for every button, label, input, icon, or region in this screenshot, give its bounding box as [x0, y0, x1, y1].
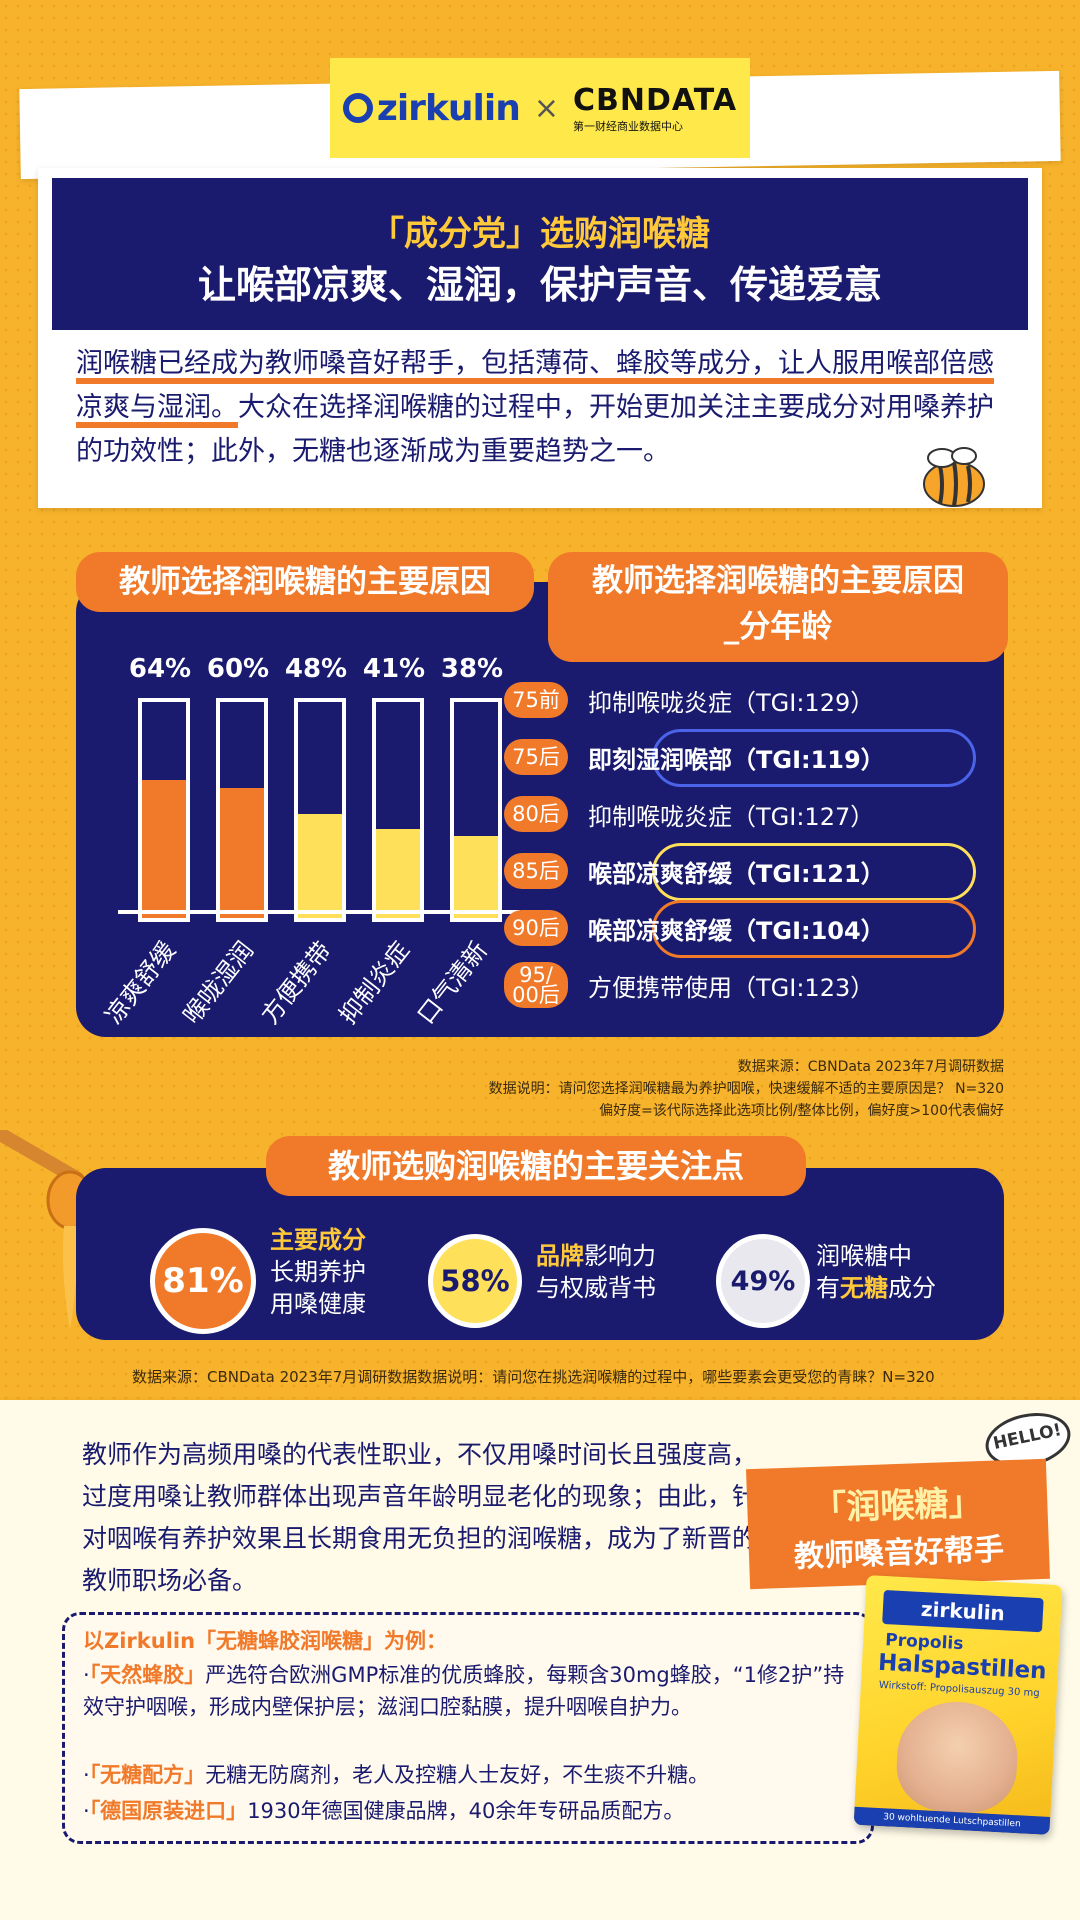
age-pill: 75前: [504, 682, 568, 718]
age-row-text: 喉部凉爽舒缓（TGI:104）: [588, 916, 885, 945]
reasons-heading: 教师选择润喉糖的主要原因: [76, 552, 534, 612]
bar-value-label: 64%: [128, 654, 192, 684]
intro-highlight: 润喉糖已经成为教师嗓音好帮手，包括薄荷、蜂胶等成分，让人服用喉部倍感凉爽与湿润。: [76, 348, 994, 423]
bar-fill: [454, 835, 498, 918]
age-row-text: 抑制喉咙炎症（TGI:127）: [588, 802, 875, 831]
bee-icon: [923, 447, 985, 507]
bar: [372, 698, 424, 922]
logo-box: zirkulin × CBNDATA 第一财经商业数据中心: [330, 58, 750, 158]
zirkulin-logo: zirkulin: [342, 88, 521, 129]
bar: [216, 698, 268, 922]
bar: [294, 698, 346, 922]
age-row-text: 抑制喉咙炎症（TGI:129）: [588, 688, 875, 717]
bar: [138, 698, 190, 922]
focus-item-3: 润喉糖中 有无糖成分: [816, 1242, 936, 1302]
cbndata-logo: CBNDATA 第一财经商业数据中心: [572, 82, 738, 133]
pct-58-circle: 58%: [428, 1234, 522, 1328]
age-row: 75后 即刻湿润喉部（TGI:119）: [504, 737, 885, 777]
example-box: 以Zirkulin「无糖蜂胶润喉糖」为例： ·「天然蜂胶」严选符合欧洲GMP标准…: [62, 1612, 874, 1844]
bar-value-label: 38%: [440, 654, 504, 684]
bar-fill: [142, 779, 186, 918]
age-pill: 80后: [504, 796, 568, 832]
title-line-2: 让喉部凉爽、湿润，保护声音、传递爱意: [197, 263, 882, 307]
age-heading: 教师选择润喉糖的主要原因 _分年龄: [548, 552, 1008, 662]
age-pill: 85后: [504, 853, 568, 889]
bar-fill: [298, 814, 342, 918]
bar-fill: [220, 788, 264, 918]
age-row-text: 即刻湿润喉部（TGI:119）: [588, 745, 885, 774]
pct-49-circle: 49%: [716, 1234, 810, 1328]
highlight-ring: [652, 843, 976, 901]
note1-line2: 数据说明：请问您选择润喉糖最为养护咽喉，快速缓解不适的主要原因是？ N=320: [488, 1081, 1004, 1097]
bar-fill: [376, 829, 420, 918]
intro-text: 润喉糖已经成为教师嗓音好帮手，包括薄荷、蜂胶等成分，让人服用喉部倍感凉爽与湿润。…: [76, 342, 1006, 474]
age-pill: 75后: [504, 739, 568, 775]
age-pill: 95/ 00后: [504, 962, 568, 1008]
zirkulin-mark-icon: [342, 93, 373, 123]
example-item-2: ·「无糖配方」无糖无防腐剂，老人及控糖人士友好，不生痰不升糖。: [83, 1763, 710, 1787]
focus-item-1: 主要成分 长期养护 用嗓健康: [270, 1226, 366, 1318]
note1-line1: 数据来源：CBNData 2023年7月调研数据: [737, 1059, 1004, 1075]
age-row: 80后 抑制喉咙炎症（TGI:127）: [504, 794, 874, 834]
example-item-1: ·「天然蜂胶」严选符合欧洲GMP标准的优质蜂胶，每颗含30mg蜂胶，“1修2护”…: [83, 1663, 845, 1719]
product-package: zirkulin Propolis Halspastillen Wirkstof…: [853, 1575, 1063, 1835]
bar-value-label: 48%: [284, 654, 348, 684]
title-bar: 「成分党」选购润喉糖 让喉部凉爽、湿润，保护声音、传递爱意: [52, 178, 1028, 330]
bar-value-label: 41%: [362, 654, 426, 684]
highlight-ring: [652, 729, 976, 787]
title-line-1: 「成分党」选购润喉糖: [370, 214, 710, 254]
age-pill: 90后: [504, 910, 568, 946]
age-row-text: 喉部凉爽舒缓（TGI:121）: [588, 859, 885, 888]
focus-source: 数据来源：CBNData 2023年7月调研数据数据说明：请问您在挑选润喉糖的过…: [132, 1368, 935, 1386]
intro-rest: 大众在选择润喉糖的过程中，开始更加关注主要成分对用嗓养护的功效性；此外，无糖也逐…: [76, 392, 994, 467]
age-row: 95/ 00后 方便携带使用（TGI:123）: [504, 962, 875, 1008]
focus-item-2: 品牌影响力 与权威背书: [536, 1242, 656, 1302]
bar-baseline: [118, 910, 520, 914]
age-row: 85后 喉部凉爽舒缓（TGI:121）: [504, 851, 885, 891]
example-heading: 以Zirkulin「无糖蜂胶润喉糖」为例：: [83, 1629, 448, 1653]
logo-separator: ×: [533, 90, 559, 126]
example-item-3: ·「德国原装进口」1930年德国健康品牌，40余年专研品质配方。: [83, 1799, 685, 1823]
pct-81-circle: 81%: [150, 1228, 256, 1334]
candy-banner: 「润喉糖」 教师嗓音好帮手: [745, 1458, 1051, 1590]
package-logo: zirkulin: [882, 1589, 1044, 1633]
age-row-text: 方便携带使用（TGI:123）: [588, 973, 875, 1002]
focus-heading: 教师选购润喉糖的主要关注点: [266, 1136, 806, 1196]
package-face-image: [894, 1698, 1021, 1816]
age-row: 75前 抑制喉咙炎症（TGI:129）: [504, 680, 874, 720]
note1-line3: 偏好度=该代际选择此选项比例/整体比例，偏好度>100代表偏好: [599, 1103, 1004, 1119]
bar-value-label: 60%: [206, 654, 270, 684]
teacher-paragraph: 教师作为高频用嗓的代表性职业，不仅用嗓时间长且强度高，过度用嗓让教师群体出现声音…: [82, 1440, 758, 1595]
age-row: 90后 喉部凉爽舒缓（TGI:104）: [504, 908, 885, 948]
bar: [450, 698, 502, 922]
highlight-ring: [652, 900, 976, 958]
